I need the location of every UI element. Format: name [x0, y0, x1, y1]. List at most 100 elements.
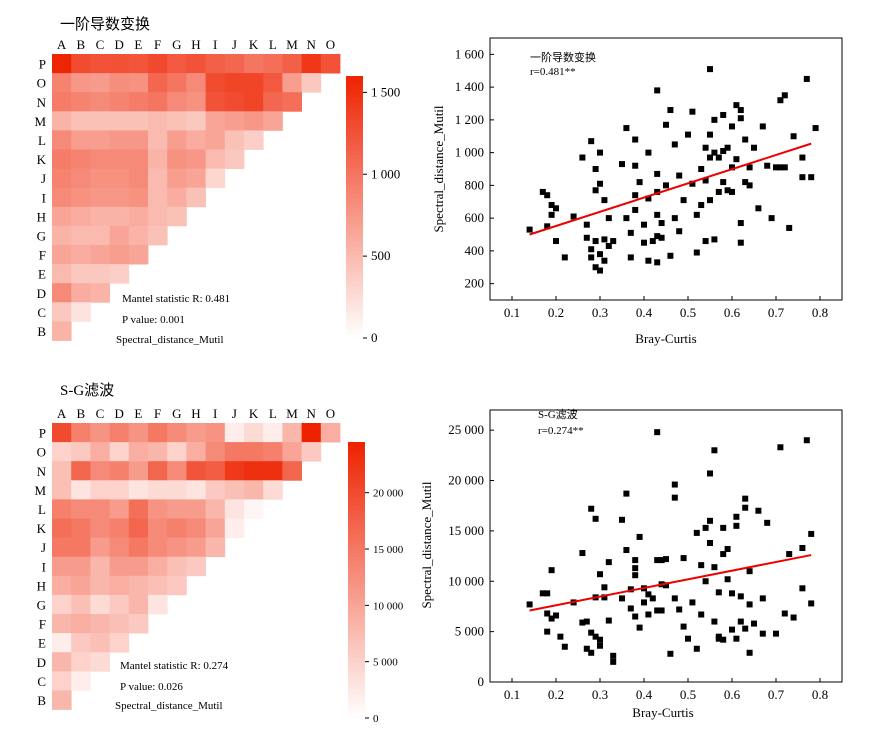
scatter-point — [610, 652, 617, 659]
scatter-point — [654, 170, 661, 177]
heatmap-cell-P-C — [90, 54, 110, 74]
colorbar-segment — [346, 110, 363, 116]
row-label-K: K — [37, 521, 47, 536]
heatmap-cell-M-B — [71, 111, 91, 131]
scatter-point — [803, 437, 810, 444]
column-label-I: I — [213, 406, 217, 421]
scatter-point — [597, 571, 603, 578]
heatmap-cell-E-A — [52, 264, 72, 284]
scatter-point — [645, 611, 652, 618]
heatmap-cell-K-C — [90, 149, 110, 169]
heatmap-cell-N-C — [90, 92, 110, 112]
distance-metric-label: Spectral_distance_Mutil — [116, 334, 224, 346]
colorbar-segment — [346, 276, 363, 282]
scatter-point — [667, 650, 674, 657]
heatmap-cell-P-B — [71, 423, 91, 443]
x-tick-label: 0.5 — [680, 687, 696, 702]
heatmap-cell-D-A — [52, 283, 72, 303]
colorbar-segment — [346, 93, 363, 99]
colorbar-segment — [348, 534, 365, 540]
heatmap-cell-O-E — [128, 442, 149, 462]
colorbar-segment — [346, 250, 363, 256]
scatter-point — [579, 619, 586, 626]
heatmap-title: 一阶导数变换 — [60, 16, 150, 33]
colorbar-tick-label: 10 000 — [373, 600, 404, 612]
scatter-point — [654, 188, 661, 195]
x-axis-label: Bray-Curtis — [635, 331, 696, 346]
heatmap-cell-O-K — [244, 73, 264, 93]
scatter-point — [702, 177, 709, 184]
colorbar-tick-label: 500 — [371, 248, 391, 263]
scatter-point — [597, 149, 603, 156]
colorbar-segment — [348, 621, 365, 627]
column-label-O: O — [326, 37, 335, 52]
heatmap-cell-M-C — [90, 480, 110, 500]
colorbar-segment — [346, 320, 363, 326]
scatter-point — [658, 220, 665, 227]
column-label-L: L — [269, 37, 277, 52]
colorbar-tick-label: 20 000 — [373, 488, 404, 500]
heatmap-cell-H-B — [71, 575, 91, 596]
scatter-point — [773, 164, 779, 171]
colorbar-segment — [346, 272, 363, 278]
scatter-point — [645, 591, 652, 598]
y-tick-label: 5 000 — [455, 624, 484, 639]
column-label-C: C — [96, 406, 105, 421]
colorbar-segment — [346, 207, 363, 212]
colorbar-segment — [346, 89, 363, 94]
heatmap-cell-P-L — [263, 54, 283, 74]
scatter-point — [781, 610, 788, 617]
heatmap-cell-K-E — [128, 518, 149, 538]
heatmap-cell-L-A — [52, 130, 72, 150]
colorbar-segment — [346, 141, 363, 147]
heatmap-cell-M-H — [186, 480, 206, 500]
colorbar-segment — [346, 154, 363, 160]
scatter-point — [548, 615, 555, 622]
row-label-B: B — [37, 324, 46, 339]
heatmap-cell-N-H — [186, 92, 206, 112]
x-tick-label: 0.3 — [592, 305, 608, 320]
colorbar-segment — [348, 704, 365, 710]
scatter-point — [777, 444, 784, 451]
colorbar-tick-label: 0 — [373, 713, 379, 725]
colorbar-segment — [348, 699, 365, 705]
colorbar-segment — [346, 124, 363, 129]
scatter-point — [724, 576, 731, 583]
scatter-point — [619, 161, 625, 168]
colorbar-segment — [348, 713, 365, 719]
row-label-F: F — [39, 248, 46, 263]
heatmap-cell-O-L — [263, 73, 283, 93]
scatter-point — [786, 551, 793, 558]
annotation-title: 一阶导数变换 — [530, 50, 596, 64]
heatmap-cell-M-I — [205, 480, 226, 500]
heatmap-cell-G-B — [71, 225, 91, 246]
scatter-point — [720, 179, 727, 186]
heatmap-cell-I-C — [90, 556, 110, 577]
scatter-point — [720, 636, 727, 643]
colorbar-segment — [348, 653, 365, 659]
colorbar-segment — [346, 185, 363, 191]
heatmap-cell-I-G — [167, 187, 187, 208]
scatter-point — [627, 605, 634, 612]
heatmap-cell-O-I — [205, 442, 226, 462]
heatmap-cell-N-J — [224, 461, 245, 481]
colorbar-segment — [346, 220, 363, 225]
row-label-D: D — [37, 655, 46, 670]
heatmap-cell-I-F — [148, 187, 168, 208]
colorbar-segment — [348, 685, 365, 691]
heatmap-cell-H-B — [71, 206, 91, 227]
scatter-point — [583, 234, 590, 241]
scatter-point — [715, 635, 722, 642]
column-label-M: M — [286, 37, 298, 52]
heatmap-cell-J-C — [90, 168, 110, 189]
heatmap-cell-N-E — [128, 92, 149, 112]
column-label-D: D — [115, 37, 124, 52]
colorbar-segment — [348, 529, 365, 535]
heatmap-cell-L-E — [128, 499, 149, 519]
scatter-point — [808, 530, 815, 537]
y-tick-label: 1 200 — [455, 112, 484, 127]
scatter-point — [654, 557, 661, 564]
column-label-N: N — [307, 37, 317, 52]
